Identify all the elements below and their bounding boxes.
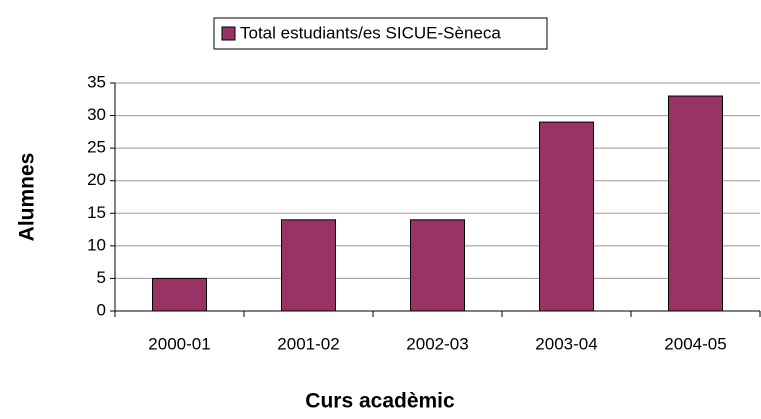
- bar: [410, 219, 465, 312]
- y-tick-label: 30: [87, 105, 106, 124]
- bar: [668, 95, 723, 312]
- y-tick-label: 0: [97, 300, 106, 319]
- y-tick-label: 10: [87, 235, 106, 254]
- y-tick-label: 25: [87, 138, 106, 157]
- bar: [281, 219, 336, 312]
- legend-label: Total estudiants/es SICUE-Sèneca: [240, 23, 501, 42]
- x-tick-label: 2003-04: [535, 334, 597, 353]
- y-tick-label: 35: [87, 72, 106, 91]
- x-tick-label: 2000-01: [148, 334, 210, 353]
- y-tick-label: 15: [87, 203, 106, 222]
- x-tick-label: 2002-03: [406, 334, 468, 353]
- y-tick-label: 5: [97, 268, 106, 287]
- bar: [539, 121, 594, 312]
- legend-box: [213, 17, 548, 50]
- x-tick-label: 2004-05: [664, 334, 726, 353]
- y-tick-label: 20: [87, 170, 106, 189]
- legend-swatch: [221, 26, 236, 41]
- x-axis-title: Curs acadèmic: [305, 390, 455, 413]
- x-tick-label: 2001-02: [277, 334, 339, 353]
- y-axis-title: Alumnes: [16, 153, 39, 242]
- bar: [152, 277, 207, 312]
